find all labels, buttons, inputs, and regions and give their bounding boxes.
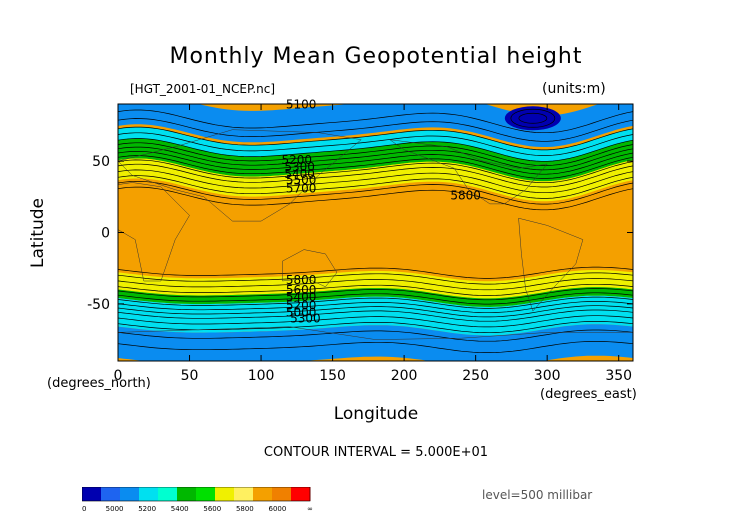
contour-label: 5800: [450, 189, 481, 203]
contour-line-south: [118, 292, 633, 305]
contour-low: [510, 108, 556, 128]
contour-line-north: [118, 118, 633, 142]
colorbar-cell: [158, 487, 178, 501]
x-tick-label: 200: [391, 368, 418, 384]
contour-line-north: [118, 186, 633, 211]
contour-label: 5200: [282, 153, 313, 167]
units-label: (units:m): [542, 81, 606, 97]
colorbar-cell: [177, 487, 197, 501]
contour-line-north: [118, 109, 633, 134]
x-unit-label: (degrees_north): [47, 376, 151, 391]
contour-line-north: [118, 151, 633, 175]
colorbar-cell: [82, 487, 102, 501]
coastline-3: [389, 139, 548, 205]
band-south-2: [118, 295, 633, 336]
colorbar-label: 5600: [203, 505, 221, 513]
contour-line-south: [118, 341, 633, 353]
y-tick-label: 50: [92, 154, 110, 170]
coastline-0: [118, 182, 190, 282]
y-tick-label: 0: [101, 226, 110, 242]
contour-label: 5200: [286, 299, 317, 313]
colorbar-cell: [120, 487, 140, 501]
x-tick-label: 0: [114, 368, 123, 384]
coastline-2: [282, 249, 338, 288]
contour-label: 5500: [286, 173, 317, 187]
contour-label: 5600: [286, 283, 317, 297]
colorbar-cell: [215, 487, 235, 501]
contour-line-south: [118, 283, 633, 296]
contour-line-north: [118, 126, 633, 151]
contour-line-north: [118, 142, 633, 166]
x-tick-label: 300: [534, 368, 561, 384]
x-tick-label: 100: [248, 368, 275, 384]
contour-line-south: [118, 329, 633, 342]
contour-label: 5700: [286, 182, 317, 196]
coastline-4: [518, 217, 584, 312]
band-south-0: [118, 270, 633, 299]
band-north-3: [118, 158, 633, 202]
contour-low: [518, 112, 548, 124]
colorbar-label: 5800: [236, 505, 254, 513]
contour-line-south: [118, 266, 633, 279]
x-axis-label: Longitude: [333, 404, 419, 424]
contour-line-south: [118, 288, 633, 301]
y-tick-label: -50: [87, 297, 110, 313]
colorbar-label: 6000: [269, 505, 287, 513]
band-south-1: [118, 287, 633, 307]
chart-title: Monthly Mean Geopotential height: [169, 44, 583, 69]
contour-line-north: [118, 159, 633, 184]
colorbar-cell: [101, 487, 121, 501]
coastline-5: [118, 326, 633, 340]
level-label: level=500 millibar: [482, 488, 593, 502]
colorbar-cell: [272, 487, 292, 501]
colorbar-label: 5400: [171, 505, 189, 513]
contour-line-south: [118, 278, 633, 291]
x-tick-label: 50: [181, 368, 199, 384]
contour-line-north: [118, 155, 633, 179]
contour-line-south: [118, 305, 633, 318]
colorbar-cell: [139, 487, 159, 501]
contour-line-north: [118, 146, 633, 171]
contour-label: 5400: [284, 167, 315, 181]
contour-label: 5800: [286, 273, 317, 287]
colorbar-frame: [82, 487, 311, 502]
colorbar-cell: [234, 487, 254, 501]
x-tick-label: 350: [605, 368, 632, 384]
contour-line-south: [118, 272, 633, 285]
coastline-1: [118, 129, 362, 222]
contour-line-south: [118, 296, 633, 309]
colorbar-cell: [196, 487, 216, 501]
contour-label: 5400: [286, 290, 317, 304]
contour-line-south: [118, 309, 633, 322]
colorbar-label: 5000: [106, 505, 124, 513]
y-unit-label: (degrees_east): [540, 387, 637, 402]
x-tick-label: 250: [462, 368, 489, 384]
colorbar-label: 5200: [138, 505, 156, 513]
colorbar-cell: [291, 487, 311, 501]
colorbar-cell: [253, 487, 273, 501]
contour-label: 5300: [290, 311, 321, 325]
contour-interval-label: CONTOUR INTERVAL = 5.000E+01: [263, 445, 489, 460]
contour-line-south: [118, 301, 633, 314]
contour-line-north: [118, 132, 633, 156]
contour-line-north: [118, 175, 633, 199]
colorbar-label: 0: [82, 505, 86, 513]
x-tick-label: 150: [319, 368, 346, 384]
contour-line-north: [118, 138, 633, 162]
band-north-low: [504, 106, 561, 131]
contour-label: 5300: [284, 160, 315, 174]
band-north-1: [118, 127, 633, 162]
contour-line-north: [118, 180, 633, 205]
y-axis-label: Latitude: [28, 198, 48, 268]
contour-line-south: [118, 315, 633, 328]
file-label: [HGT_2001-01_NCEP.nc]: [130, 82, 276, 96]
colorbar: 0 5000 5200 5400 5600 5800 6000 ∞: [82, 487, 313, 513]
colorbar-label: ∞: [307, 505, 313, 513]
contour-label: 5000: [286, 306, 317, 320]
contour-line-north: [118, 169, 633, 194]
contour-line-north: [118, 163, 633, 188]
